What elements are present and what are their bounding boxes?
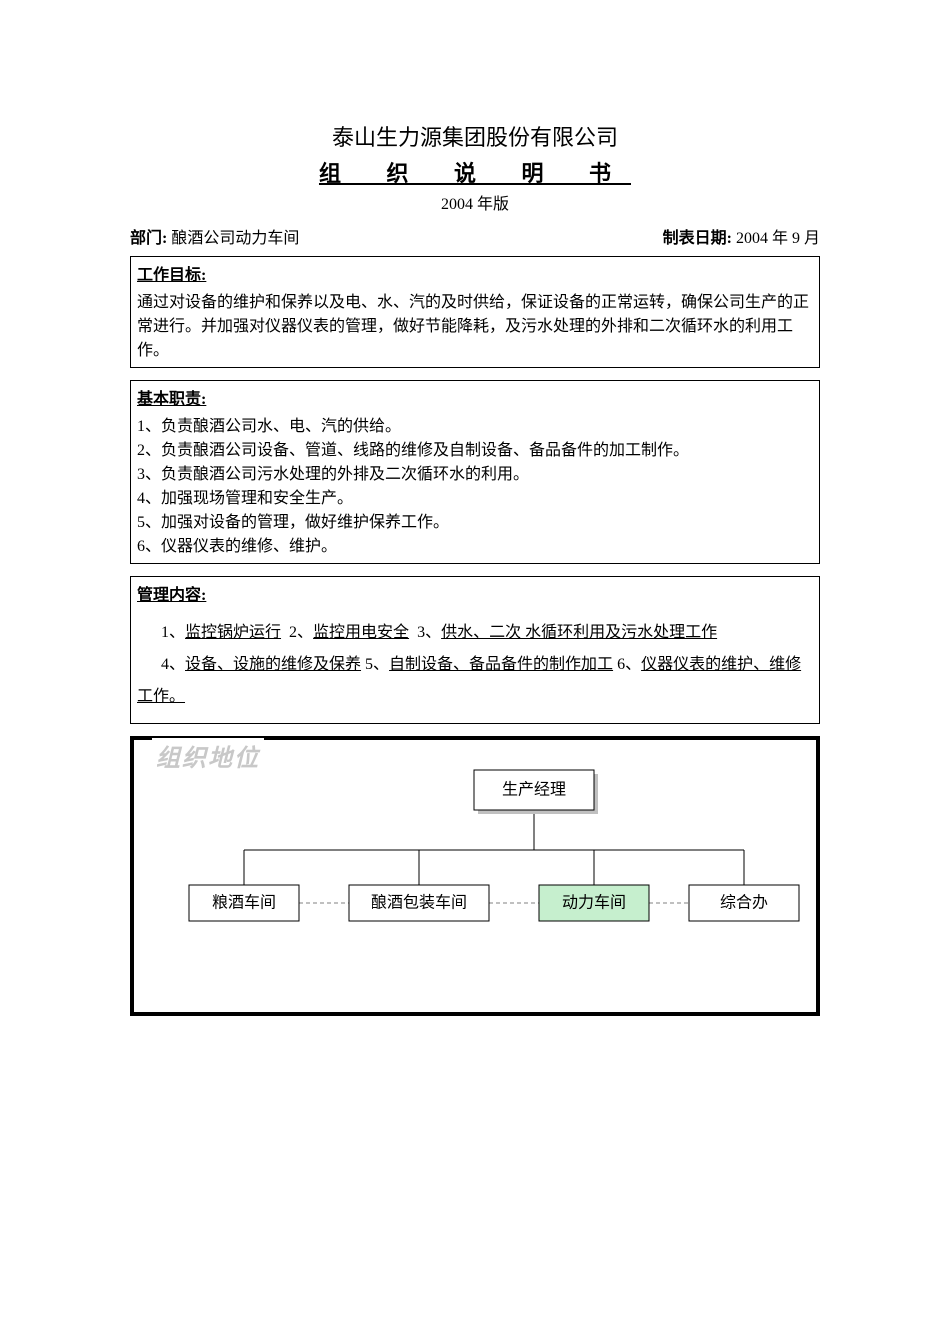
mgmt-item: 监控锅炉运行	[185, 624, 281, 641]
responsibilities-title: 基本职责:	[137, 385, 813, 409]
document-version: 2004 年版	[130, 190, 820, 214]
mgmt-item: 供水、二次 水循环利用及污水处理工作	[441, 624, 717, 641]
list-item: 1、负责酿酒公司水、电、汽的供给。	[137, 415, 813, 439]
management-content: 1、监控锅炉运行 2、监控用电安全 3、供水、二次 水循环利用及污水处理工作 4…	[137, 611, 813, 719]
org-chart-svg: 生产经理粮酒车间 酿酒包装车间 动力车间 综合办	[134, 740, 816, 1012]
department-label: 部门:	[130, 230, 167, 247]
mgmt-item: 设备、设施的维修及保养	[185, 656, 361, 673]
work-target-title: 工作目标:	[137, 261, 813, 285]
org-node-label: 酿酒包装车间	[371, 894, 467, 912]
org-node-label: 综合办	[720, 894, 768, 912]
management-title: 管理内容:	[137, 581, 813, 605]
list-item: 6、仪器仪表的维修、维护。	[137, 535, 813, 559]
date-label: 制表日期:	[663, 230, 732, 247]
responsibilities-list: 1、负责酿酒公司水、电、汽的供给。 2、负责酿酒公司设备、管道、线路的维修及自制…	[137, 415, 813, 559]
list-item: 2、负责酿酒公司设备、管道、线路的维修及自制设备、备品备件的加工制作。	[137, 439, 813, 463]
department-field: 部门: 酿酒公司动力车间	[130, 224, 299, 248]
list-item: 4、加强现场管理和安全生产。	[137, 487, 813, 511]
date-field: 制表日期: 2004 年 9 月	[663, 224, 820, 248]
company-name: 泰山生力源集团股份有限公司	[130, 120, 820, 152]
work-target-content: 通过对设备的维护和保养以及电、水、汽的及时供给，保证设备的正常运转，确保公司生产…	[137, 291, 813, 363]
mgmt-item: 自制设备、备品备件的制作加工	[389, 656, 613, 673]
org-node-label: 生产经理	[502, 781, 566, 799]
document-title: 组 织 说 明 书	[130, 156, 820, 188]
list-item: 5、加强对设备的管理，做好维护保养工作。	[137, 511, 813, 535]
org-chart: 组织地位 生产经理粮酒车间 酿酒包装车间 动力车间 综合办	[130, 736, 820, 1016]
list-item: 3、负责酿酒公司污水处理的外排及二次循环水的利用。	[137, 463, 813, 487]
org-node-label: 动力车间	[562, 894, 626, 912]
document-header: 泰山生力源集团股份有限公司 组 织 说 明 书 2004 年版	[130, 120, 820, 214]
department-value: 酿酒公司动力车间	[167, 230, 299, 247]
responsibilities-section: 基本职责: 1、负责酿酒公司水、电、汽的供给。 2、负责酿酒公司设备、管道、线路…	[130, 380, 820, 564]
work-target-section: 工作目标: 通过对设备的维护和保养以及电、水、汽的及时供给，保证设备的正常运转，…	[130, 256, 820, 368]
mgmt-item: 监控用电安全	[313, 624, 409, 641]
management-section: 管理内容: 1、监控锅炉运行 2、监控用电安全 3、供水、二次 水循环利用及污水…	[130, 576, 820, 724]
org-node-label: 粮酒车间	[212, 894, 276, 912]
org-chart-title: 组织地位	[152, 738, 264, 773]
meta-row: 部门: 酿酒公司动力车间 制表日期: 2004 年 9 月	[130, 224, 820, 248]
date-value: 2004 年 9 月	[732, 230, 820, 247]
